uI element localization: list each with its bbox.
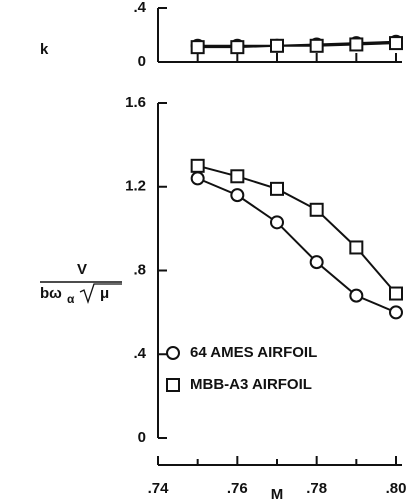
legend-label: 64 AMES AIRFOIL bbox=[190, 344, 317, 361]
legend-label: MBB-A3 AIRFOIL bbox=[190, 376, 312, 393]
y-tick-label: .4 bbox=[133, 0, 146, 16]
y-tick-label: 0 bbox=[138, 429, 146, 446]
series-line bbox=[197, 177, 397, 314]
legend-marker bbox=[166, 346, 180, 360]
y-tick-label: 0 bbox=[138, 53, 146, 70]
legend-marker bbox=[166, 378, 180, 392]
root-sign bbox=[79, 283, 122, 305]
marker bbox=[349, 288, 364, 303]
y-tick-label: .4 bbox=[133, 345, 146, 362]
marker bbox=[389, 36, 403, 51]
marker bbox=[190, 158, 205, 173]
y-tick-label: 1.2 bbox=[125, 178, 146, 195]
marker bbox=[309, 202, 324, 217]
x-tick-label: .78 bbox=[306, 480, 327, 497]
y-tick-label: .8 bbox=[133, 261, 146, 278]
marker bbox=[270, 181, 284, 196]
marker bbox=[349, 37, 364, 52]
marker bbox=[270, 38, 284, 53]
marker bbox=[270, 215, 284, 230]
x-tick-label: .76 bbox=[227, 480, 248, 497]
y-label-root: μ bbox=[100, 285, 109, 302]
marker bbox=[230, 40, 245, 55]
marker bbox=[309, 255, 324, 270]
y-axis-label: k bbox=[40, 41, 49, 58]
y-axis-label: V bω α μ bbox=[40, 261, 122, 306]
marker bbox=[389, 305, 403, 320]
marker bbox=[230, 188, 245, 203]
x-tick-label: .74 bbox=[148, 480, 170, 497]
x-axis-label: M bbox=[271, 486, 284, 503]
y-label-subscript: α bbox=[67, 292, 75, 306]
y-label-denominator: bω bbox=[40, 285, 62, 302]
marker bbox=[190, 40, 205, 55]
marker bbox=[389, 286, 403, 301]
marker bbox=[190, 171, 205, 186]
marker bbox=[349, 240, 364, 255]
x-tick-label: .80 bbox=[386, 480, 407, 497]
marker bbox=[230, 169, 245, 184]
y-tick-label: 1.6 bbox=[125, 94, 146, 111]
series-line bbox=[197, 164, 397, 295]
y-label-numerator: V bbox=[77, 261, 87, 278]
marker bbox=[309, 38, 324, 53]
